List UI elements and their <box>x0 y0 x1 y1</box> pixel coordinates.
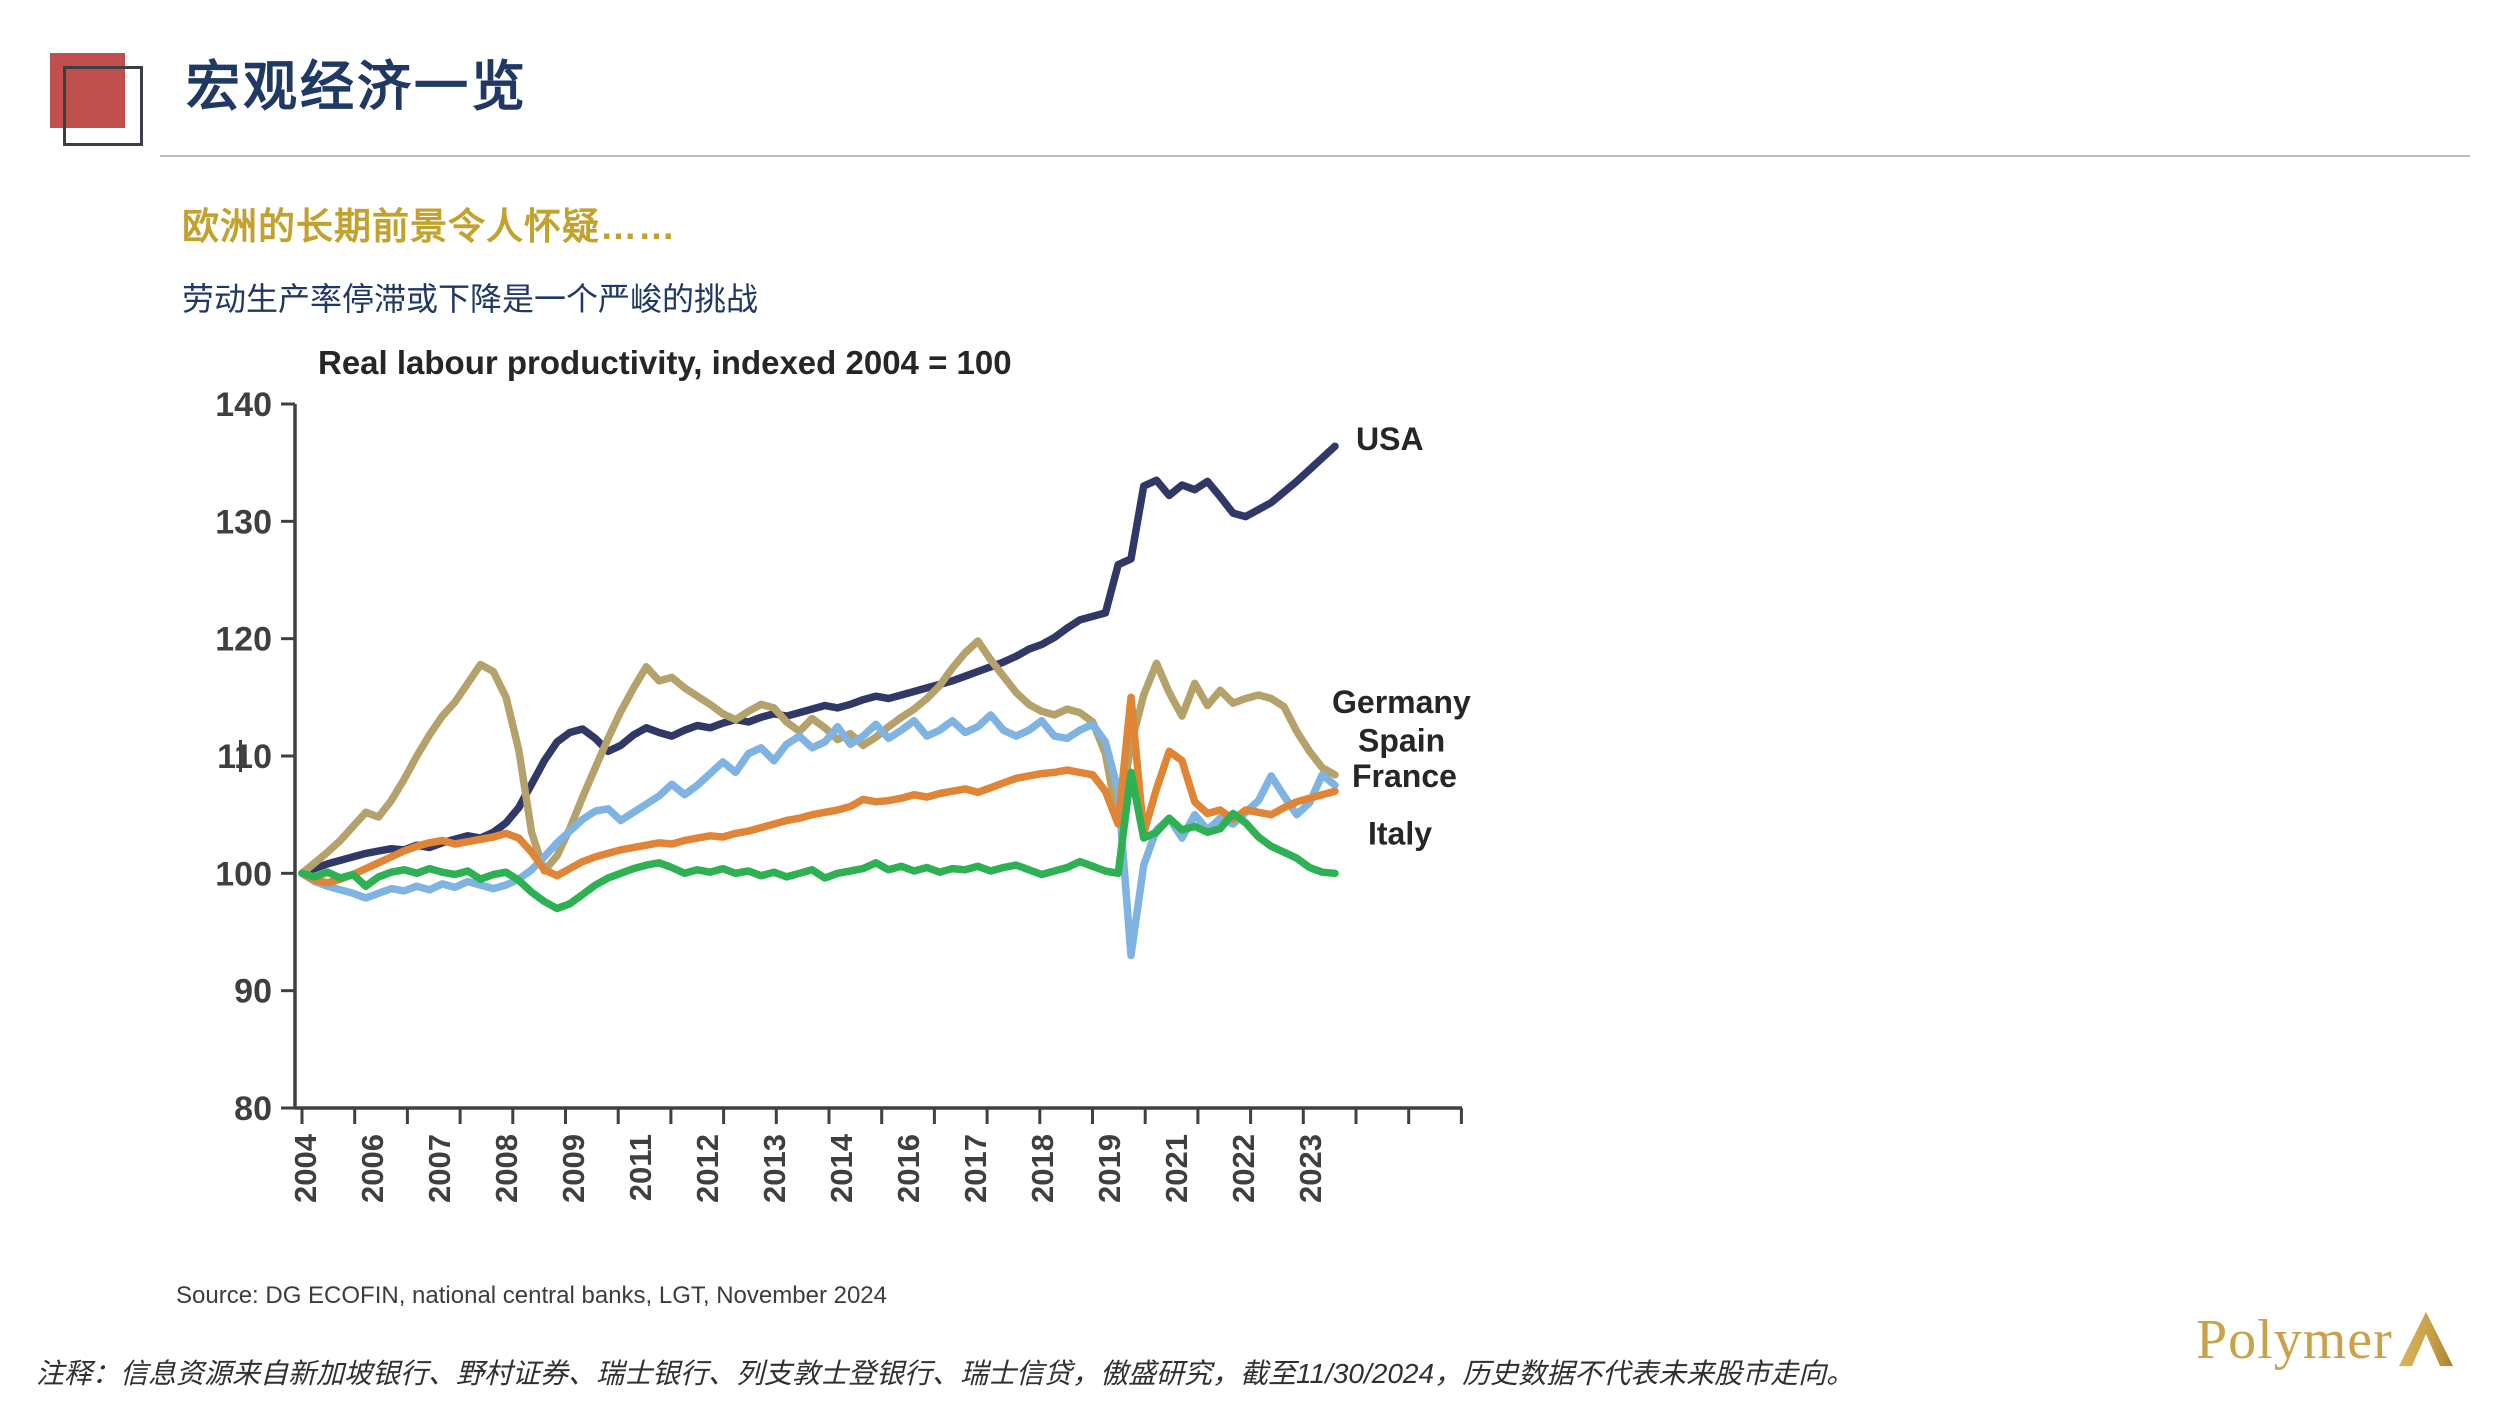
slide-subtitle: 欧洲的长期前景令人怀疑…… <box>182 206 676 247</box>
page-title: 宏观经济一览 <box>186 57 528 117</box>
y-tick-label: 140 <box>215 386 272 424</box>
x-tick-label: 2012 <box>690 1134 725 1203</box>
series-line-italy <box>298 768 1339 913</box>
series-label-italy: Italy <box>1368 815 1432 851</box>
x-tick-label: 2018 <box>1025 1134 1060 1203</box>
x-tick-label: 2008 <box>489 1134 524 1203</box>
series-label-usa: USA <box>1356 421 1424 457</box>
text-cursor-artifact <box>239 740 242 772</box>
series-label-france: France <box>1352 758 1457 794</box>
footer-disclaimer: 注释：信息资源来自新加坡银行、野村证券、瑞士银行、列支敦士登银行、瑞士信贷，傲盛… <box>36 1358 1855 1389</box>
x-tick-label: 2023 <box>1293 1134 1328 1203</box>
header-accent-red-square <box>50 53 125 128</box>
x-tick-label: 2014 <box>824 1133 859 1203</box>
x-tick-label: 2009 <box>556 1134 591 1203</box>
series-label-spain: Spain <box>1358 723 1445 759</box>
x-tick-label: 2016 <box>891 1134 926 1203</box>
x-tick-label: 2022 <box>1226 1134 1261 1203</box>
x-tick-label: 2006 <box>355 1134 390 1203</box>
chart-source-note: Source: DG ECOFIN, national central bank… <box>176 1282 887 1309</box>
series-line-germany <box>298 637 1339 878</box>
x-tick-label: 2017 <box>958 1134 993 1203</box>
slide-lead: 劳动生产率停滞或下降是一个严峻的挑战 <box>182 281 759 317</box>
x-tick-label: 2013 <box>757 1134 792 1203</box>
header-divider <box>160 155 2470 157</box>
y-tick-label: 90 <box>234 973 272 1011</box>
polymer-logo-text: Polymer <box>2196 1309 2393 1371</box>
series-line-france <box>298 693 1339 887</box>
y-tick-label: 120 <box>215 621 272 659</box>
series-label-germany: Germany <box>1332 684 1471 720</box>
y-tick-label: 130 <box>215 503 272 541</box>
x-tick-label: 2021 <box>1159 1134 1194 1203</box>
polymer-logo-mark-icon <box>2398 1311 2453 1367</box>
series-line-usa <box>298 442 1339 878</box>
chart-title: Real labour productivity, indexed 2004 =… <box>318 344 1012 381</box>
header-accent-outline-square <box>63 66 143 146</box>
polymer-logo: Polymer <box>2196 1309 2455 1371</box>
x-tick-label: 2019 <box>1092 1134 1127 1203</box>
x-tick-label: 2011 <box>623 1134 658 1201</box>
y-tick-label: 100 <box>215 855 272 893</box>
x-tick-label: 2007 <box>422 1134 457 1203</box>
x-tick-label: 2004 <box>288 1133 323 1203</box>
y-tick-label: 80 <box>234 1090 272 1128</box>
y-tick-label: 110 <box>217 738 272 776</box>
